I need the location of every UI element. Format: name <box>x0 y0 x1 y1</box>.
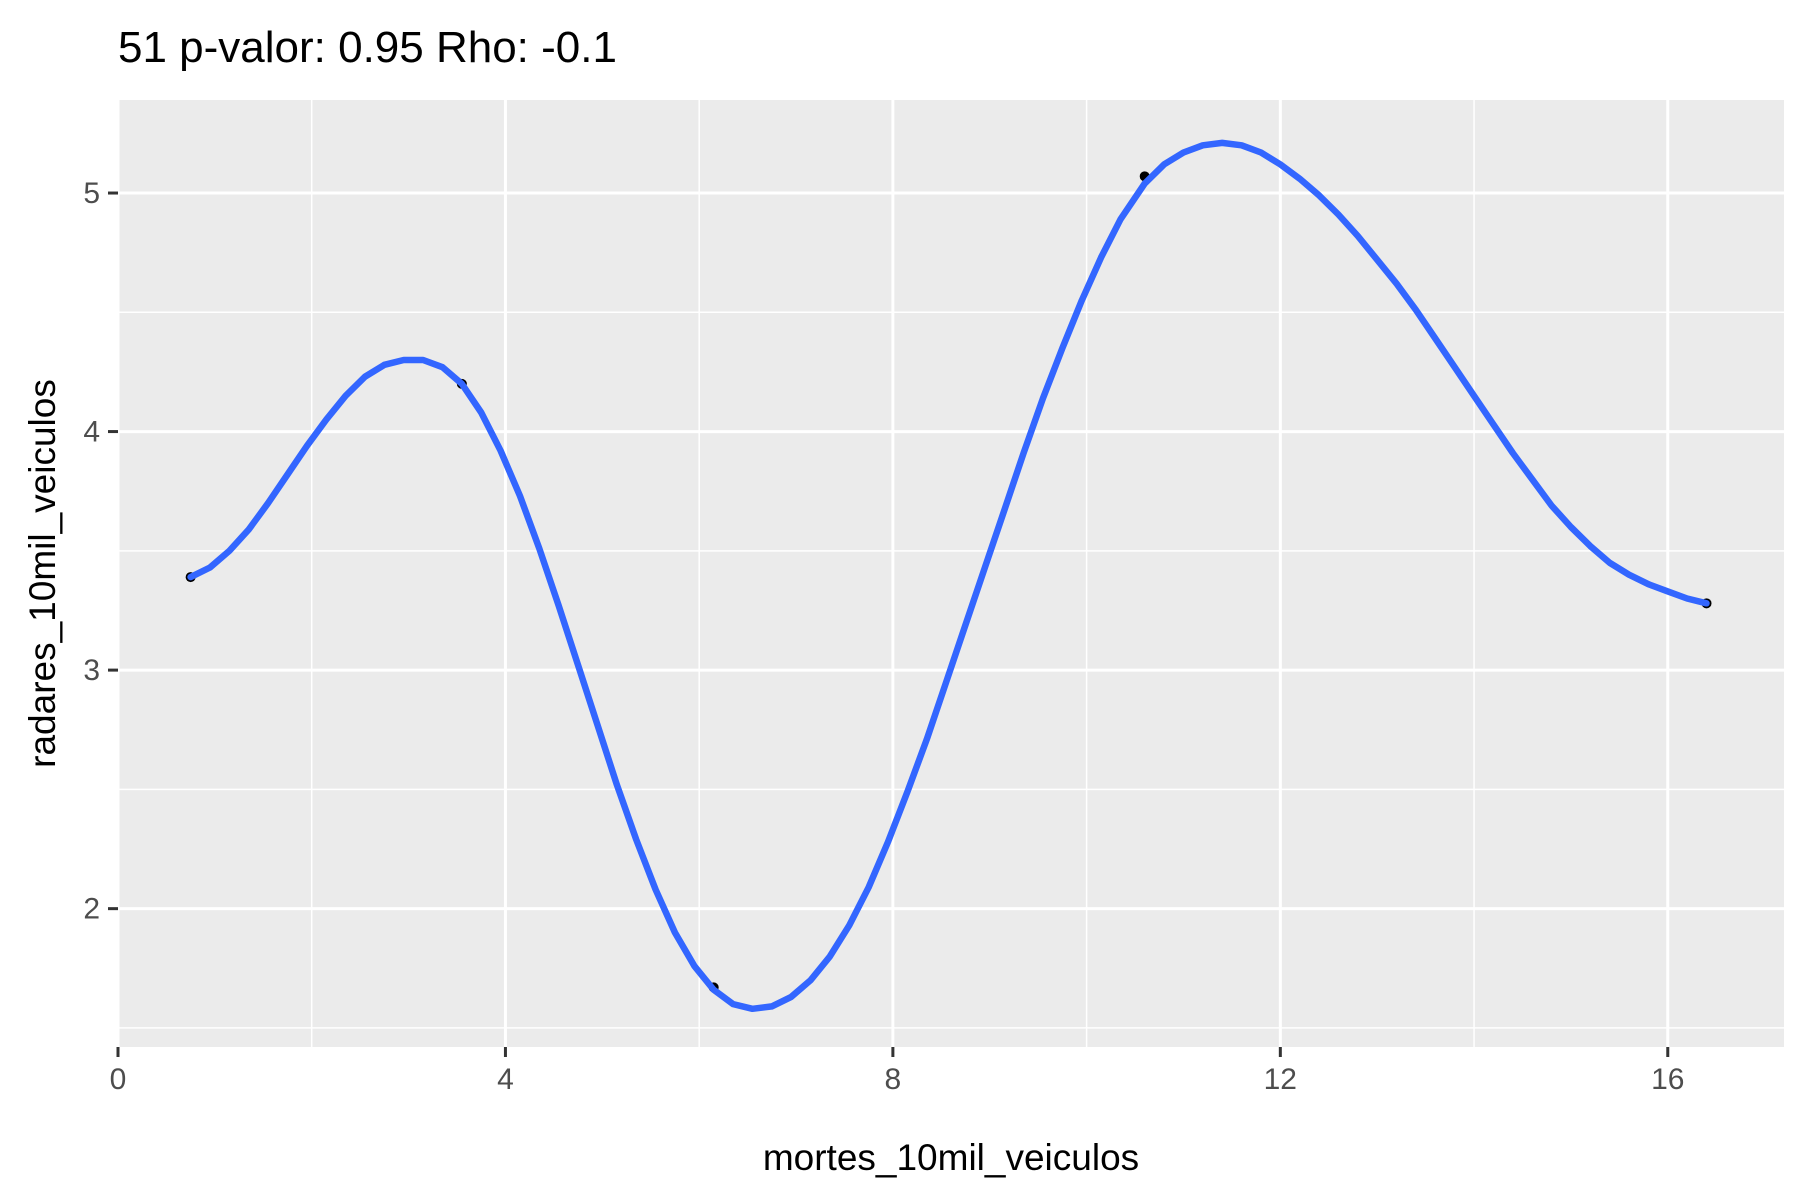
gridlines <box>116 100 1784 1047</box>
x-tick-label: 0 <box>110 1063 127 1096</box>
y-axis-title: radares_10mil_veiculos <box>22 379 63 768</box>
x-tick-label: 8 <box>885 1063 902 1096</box>
smooth-curve <box>187 139 1710 1013</box>
axes: 0 4 8 12 16 2 3 4 5 <box>83 177 1684 1096</box>
plot-panel <box>118 100 1784 1047</box>
x-tick-label: 12 <box>1264 1063 1297 1096</box>
x-axis-title: mortes_10mil_veiculos <box>763 1137 1139 1178</box>
chart-title: 51 p-valor: 0.95 Rho: -0.1 <box>118 23 617 72</box>
x-tick-label: 4 <box>497 1063 514 1096</box>
y-tick-label: 3 <box>83 654 100 687</box>
x-tick-label: 16 <box>1651 1063 1684 1096</box>
y-tick-label: 5 <box>83 177 100 210</box>
data-layer <box>185 139 1712 1013</box>
y-tick-label: 2 <box>83 893 100 926</box>
y-tick-label: 4 <box>83 416 100 449</box>
